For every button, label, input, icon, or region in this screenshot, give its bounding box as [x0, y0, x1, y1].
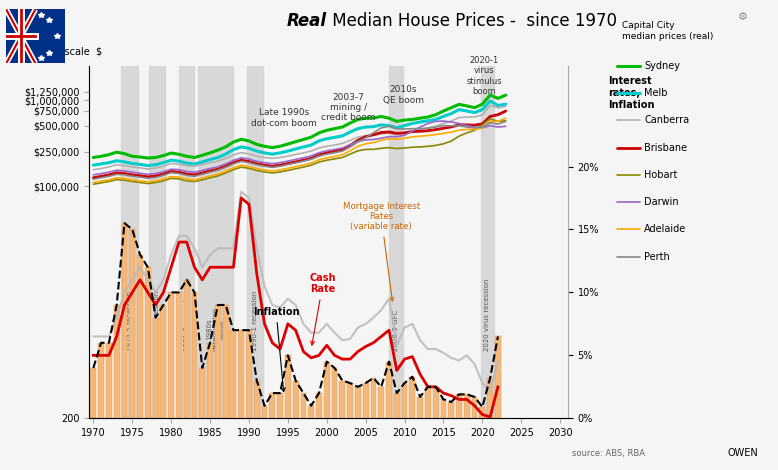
Bar [293, 381, 299, 418]
Text: 2008-9 GFC: 2008-9 GFC [393, 310, 399, 352]
Bar [331, 368, 338, 418]
Bar [471, 397, 478, 418]
Bar [223, 305, 229, 418]
Bar [355, 387, 361, 418]
Bar [433, 387, 439, 418]
Text: Capital City
median prices (real): Capital City median prices (real) [622, 21, 713, 41]
Text: 2010s
QE boom: 2010s QE boom [383, 85, 423, 104]
Text: Inflation: Inflation [253, 307, 300, 392]
Text: 1977-8 recession: 1977-8 recession [154, 291, 160, 352]
Bar [184, 280, 190, 418]
Bar [464, 394, 470, 418]
Bar [230, 330, 237, 418]
Bar [145, 267, 151, 418]
Text: Median House Prices -  since 1970: Median House Prices - since 1970 [327, 12, 617, 30]
Text: Sydney: Sydney [644, 61, 680, 71]
Bar [191, 292, 198, 418]
Bar [300, 393, 307, 418]
Bar [121, 66, 138, 418]
Bar [481, 66, 494, 418]
Bar [347, 383, 353, 418]
Text: Adelaide: Adelaide [644, 224, 686, 235]
Bar [152, 318, 159, 418]
Bar [394, 393, 400, 418]
Bar [363, 383, 369, 418]
Text: 1981-2 recession: 1981-2 recession [184, 291, 190, 352]
Bar [285, 355, 291, 418]
Bar [487, 378, 493, 418]
Bar [90, 368, 96, 418]
Text: Brisbane: Brisbane [644, 142, 687, 153]
Text: Darwin: Darwin [644, 197, 679, 207]
Bar [98, 343, 104, 418]
Bar [137, 255, 143, 418]
Bar [199, 368, 205, 418]
Text: Melb: Melb [644, 88, 668, 98]
Bar [308, 406, 314, 418]
Bar [261, 406, 268, 418]
Bar [238, 330, 244, 418]
Bar [247, 66, 263, 418]
Text: 1980s
deregulation
boom: 1980s deregulation boom [206, 307, 226, 352]
Bar [277, 393, 283, 418]
Text: ⚙: ⚙ [738, 12, 748, 22]
Text: Interest
rates,
Inflation: Interest rates, Inflation [608, 76, 655, 110]
Text: Hobart: Hobart [644, 170, 678, 180]
Text: 2020 virus recession: 2020 virus recession [485, 279, 490, 352]
Bar [495, 337, 501, 418]
Bar [254, 381, 260, 418]
Text: 2020-1
virus
stimulus
boom: 2020-1 virus stimulus boom [466, 56, 502, 96]
Text: Perth: Perth [644, 251, 670, 262]
Text: 2003-7
mining /
credit boom: 2003-7 mining / credit boom [321, 93, 376, 122]
Bar [269, 393, 275, 418]
Bar [389, 66, 403, 418]
Text: Mortgage Interest
Rates
(variable rate): Mortgage Interest Rates (variable rate) [342, 202, 420, 301]
Bar [316, 393, 322, 418]
Text: Log scale  $: Log scale $ [44, 47, 102, 57]
Bar [386, 361, 392, 418]
Bar [448, 402, 454, 418]
Bar [417, 397, 423, 418]
Bar [179, 66, 194, 418]
Text: Late 1990s
dot-com boom: Late 1990s dot-com boom [251, 108, 317, 127]
Text: OWEN: OWEN [727, 448, 759, 458]
Bar [121, 223, 128, 418]
Bar [370, 378, 377, 418]
Bar [176, 292, 182, 418]
Text: 1990-1 recession: 1990-1 recession [252, 291, 258, 352]
Bar [207, 343, 213, 418]
Text: Cash
Rate: Cash Rate [310, 273, 336, 345]
Text: source: ABS, RBA: source: ABS, RBA [572, 449, 645, 458]
Text: Real: Real [286, 12, 327, 30]
Bar [456, 394, 462, 418]
Bar [246, 330, 252, 418]
Bar [198, 66, 233, 418]
Bar [324, 361, 330, 418]
Bar [114, 305, 120, 418]
Bar [149, 66, 165, 418]
Bar [129, 229, 135, 418]
Bar [378, 387, 384, 418]
Bar [401, 383, 408, 418]
Bar [440, 400, 447, 418]
Bar [160, 305, 166, 418]
Bar [106, 343, 112, 418]
Bar [479, 407, 485, 418]
Text: 1974-5 recession: 1974-5 recession [127, 291, 132, 352]
Text: Canberra: Canberra [644, 115, 689, 125]
Bar [409, 377, 415, 418]
Bar [425, 387, 431, 418]
Bar [168, 292, 174, 418]
Bar [215, 305, 221, 418]
Bar [339, 381, 345, 418]
